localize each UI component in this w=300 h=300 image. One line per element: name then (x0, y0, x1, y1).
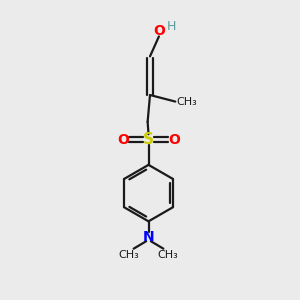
Text: O: O (153, 24, 165, 38)
Text: N: N (143, 230, 154, 244)
Text: O: O (168, 133, 180, 147)
Text: CH₃: CH₃ (119, 250, 140, 260)
Text: CH₃: CH₃ (176, 97, 197, 106)
Text: O: O (117, 133, 129, 147)
Text: H: H (167, 20, 176, 33)
Text: CH₃: CH₃ (158, 250, 178, 260)
Text: S: S (143, 132, 154, 147)
